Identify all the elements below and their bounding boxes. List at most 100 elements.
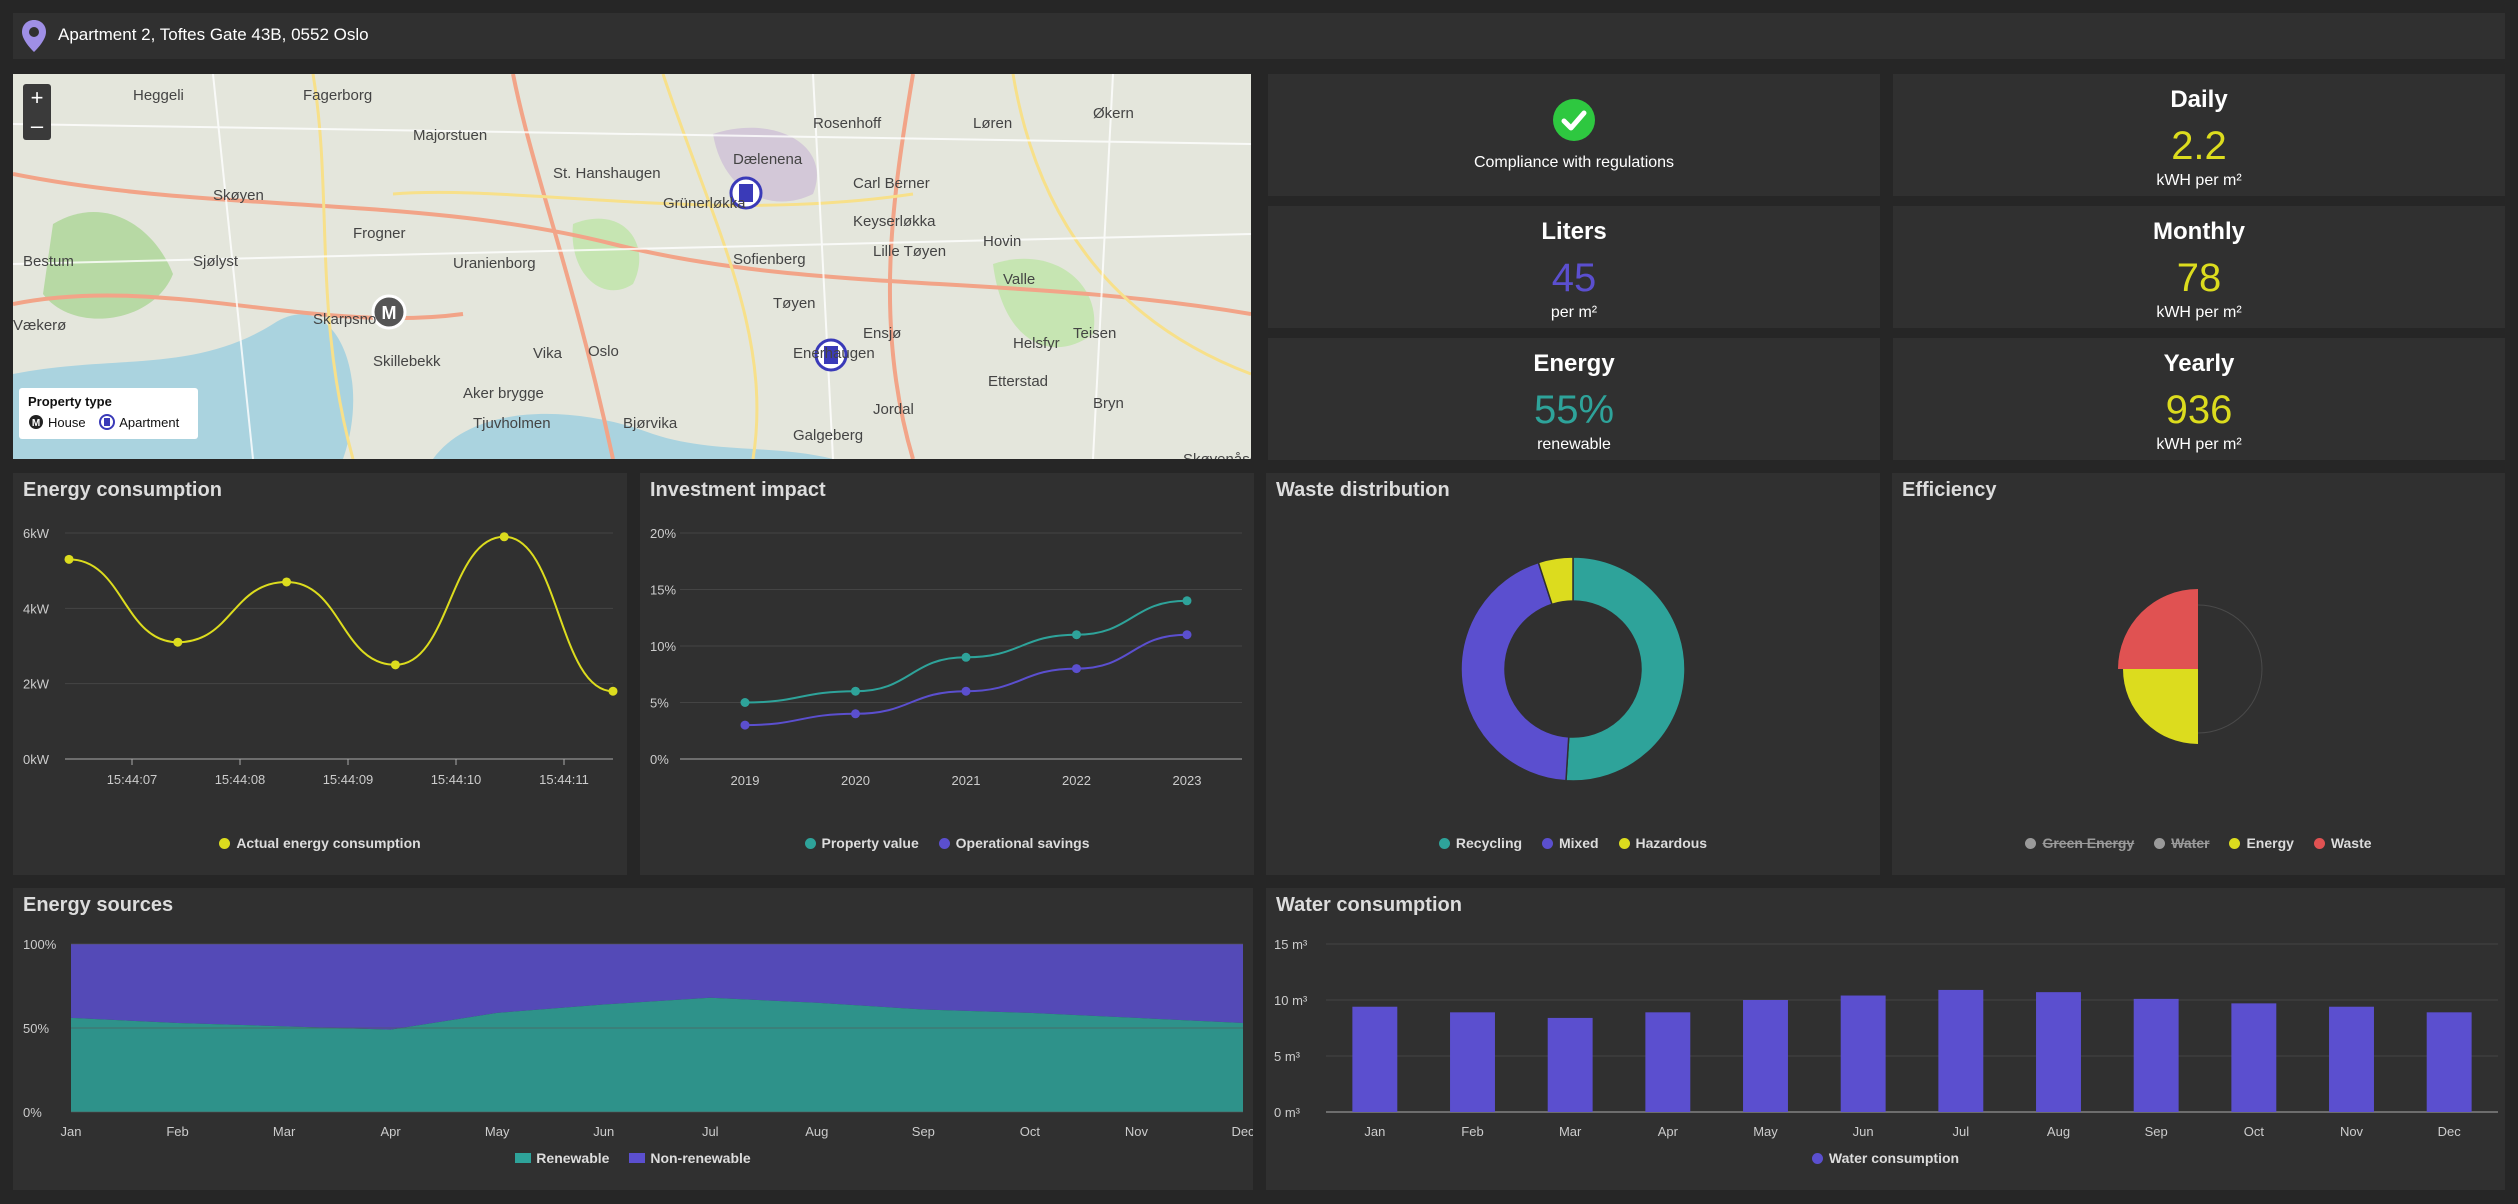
- x-tick-label: Aug: [805, 1124, 828, 1139]
- legend-water-consumption-label: Water consumption: [1828, 1150, 1960, 1166]
- y-tick-label: 15%: [650, 583, 676, 598]
- legend-renewable[interactable]: Renewable: [515, 1150, 609, 1166]
- water-consumption-legend: Water consumption: [1266, 1150, 2505, 1167]
- legend-waste-label: Waste: [2330, 835, 2372, 851]
- y-tick-label: 4kW: [23, 601, 50, 616]
- legend-energy[interactable]: Energy: [2229, 835, 2294, 851]
- house-icon: M: [29, 415, 43, 429]
- energy-consumption-panel: Energy consumption 0kW 2kW 4kW 6kW 15:44:07 1…: [13, 473, 627, 875]
- zoom-in-button[interactable]: +: [30, 85, 44, 110]
- water-bar: [2133, 998, 2179, 1112]
- x-tick-label: 15:44:11: [539, 772, 589, 787]
- map-place-label: Enerhaugen: [793, 345, 875, 362]
- x-tick-label: Sep: [2145, 1124, 2168, 1139]
- efficiency-title: Efficiency: [1902, 479, 1997, 501]
- monthly-card: Monthly 78 kWH per m²: [1893, 206, 2505, 328]
- apartment-marker[interactable]: [814, 338, 848, 372]
- map-place-label: Grünerløkka: [663, 195, 746, 212]
- legend-waste[interactable]: Waste: [2313, 835, 2372, 851]
- x-tick-label: Nov: [2340, 1124, 2364, 1139]
- zoom-out-button[interactable]: –: [30, 113, 44, 138]
- zoom-control: + –: [23, 84, 51, 140]
- series-line: [744, 633, 1188, 727]
- legend-property-value[interactable]: Property value: [804, 835, 919, 851]
- water-bar: [1547, 1017, 1593, 1112]
- energy-consumption-title: Energy consumption: [23, 479, 222, 501]
- y-tick-label: 5%: [650, 696, 669, 711]
- address-text: Apartment 2, Toftes Gate 43B, 0552 Oslo: [58, 25, 369, 44]
- liters-card: Liters 45 per m²: [1268, 206, 1880, 328]
- investment-impact-legend: Property value Operational savings: [640, 835, 1254, 852]
- y-tick-label: 0kW: [23, 752, 50, 767]
- water-bar: [2329, 1006, 2374, 1112]
- teal-dot-icon: [1438, 837, 1450, 849]
- map-place-label: Dælenena: [733, 151, 803, 168]
- daily-value: 2.2: [2171, 124, 2227, 168]
- map-place-label: Tjuvholmen: [473, 415, 551, 432]
- monthly-value: 78: [2176, 256, 2222, 300]
- x-tick-label: Aug: [2047, 1124, 2070, 1139]
- data-point: [1072, 664, 1081, 674]
- legend-operational-savings[interactable]: Operational savings: [938, 835, 1090, 851]
- legend-non-renewable-label: Non-renewable: [650, 1150, 751, 1166]
- map-tiles: M Heggeli Fagerborg Rosenhoff Løren Økern Maj…: [13, 74, 1251, 459]
- water-consumption-title: Water consumption: [1276, 894, 1462, 916]
- map-place-label: Fagerborg: [303, 87, 372, 104]
- map-place-label: Oslo: [588, 343, 619, 360]
- map-place-label: St. Hanshaugen: [553, 165, 661, 182]
- legend-non-renewable[interactable]: Non-renewable: [629, 1150, 751, 1166]
- donut-slice-recycling: [1565, 556, 1686, 782]
- donut-slice-mixed: [1460, 561, 1570, 782]
- investment-impact-title: Investment impact: [650, 479, 826, 501]
- area-renewable: [71, 997, 1243, 1112]
- legend-apartment-label: Apartment: [119, 414, 180, 430]
- x-tick-label: Oct: [1020, 1124, 1041, 1139]
- x-tick-label: 2020: [841, 773, 870, 788]
- teal-dot-icon: [804, 837, 816, 849]
- map[interactable]: M Heggeli Fagerborg Rosenhoff Løren Økern Maj…: [13, 74, 1251, 459]
- location-pin-icon: [19, 18, 49, 59]
- y-tick-label: 20%: [650, 526, 676, 541]
- monthly-title: Monthly: [2153, 218, 2245, 245]
- legend-water[interactable]: Water: [2154, 835, 2210, 851]
- legend-recycling-label: Recycling: [1455, 835, 1523, 851]
- legend-house-label: House: [48, 414, 86, 430]
- legend-operational-savings-label: Operational savings: [955, 835, 1090, 851]
- y-tick-label: 15 m³: [1274, 937, 1308, 952]
- legend-energy-label: Energy: [2246, 835, 2294, 851]
- map-place-label: Uranienborg: [453, 255, 536, 272]
- y-tick-label: 2kW: [23, 677, 50, 692]
- map-legend-title: Property type: [28, 394, 112, 409]
- energy-sources-title: Energy sources: [23, 894, 174, 916]
- map-place-label: Majorstuen: [413, 127, 487, 144]
- map-place-label: Løren: [973, 115, 1012, 132]
- legend-green-energy-label: Green Energy: [2042, 835, 2135, 851]
- map-place-label: Tøyen: [773, 295, 816, 312]
- house-marker[interactable]: M: [371, 294, 407, 330]
- x-tick-label: Jul: [1953, 1124, 1970, 1139]
- legend-green-energy[interactable]: Green Energy: [2025, 835, 2134, 851]
- map-legend: Property type M House Apartment: [19, 388, 199, 439]
- yearly-unit: kWH per m²: [2156, 436, 2242, 453]
- legend-mixed[interactable]: Mixed: [1541, 835, 1599, 851]
- energy-sources-legend: Renewable Non-renewable: [13, 1150, 1253, 1166]
- water-bar: [1352, 1006, 1398, 1112]
- legend-actual-energy[interactable]: Actual energy consumption: [219, 835, 421, 851]
- polar-slice-waste: [2118, 589, 2198, 669]
- map-place-label: Helsfyr: [1013, 335, 1060, 352]
- legend-water-consumption[interactable]: Water consumption: [1811, 1150, 1960, 1166]
- map-place-label: Økern: [1093, 105, 1134, 122]
- apartment-marker[interactable]: [729, 176, 763, 210]
- water-bar: [2426, 1012, 2472, 1112]
- map-place-label: Skøyen: [213, 187, 264, 204]
- legend-hazardous[interactable]: Hazardous: [1618, 835, 1708, 851]
- x-tick-label: 15:44:10: [431, 772, 482, 787]
- map-place-label: Aker brygge: [463, 385, 544, 402]
- water-bar: [1840, 995, 1886, 1112]
- y-tick-label: 10 m³: [1274, 993, 1308, 1008]
- legend-recycling[interactable]: Recycling: [1438, 835, 1523, 851]
- energy-title: Energy: [1533, 350, 1615, 377]
- energy-value: 55%: [1533, 388, 1615, 432]
- water-bar: [2036, 992, 2081, 1112]
- legend-hazardous-label: Hazardous: [1635, 835, 1708, 851]
